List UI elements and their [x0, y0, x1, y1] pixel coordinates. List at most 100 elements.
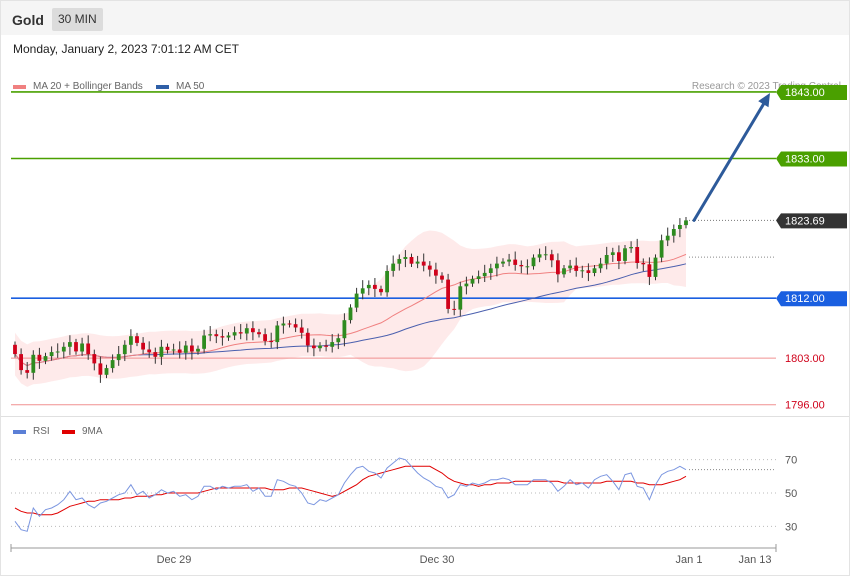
- legend-ma50-label: MA 50: [176, 81, 205, 92]
- candle: [116, 346, 121, 366]
- candle: [232, 326, 237, 341]
- candle: [305, 328, 310, 353]
- candle: [409, 253, 414, 267]
- candle: [220, 329, 225, 346]
- candle: [373, 278, 377, 298]
- legend-ma20: MA 20 + Bollinger Bands: [13, 81, 143, 92]
- candle: [49, 346, 54, 361]
- candle-body: [49, 352, 54, 357]
- candle: [37, 347, 42, 369]
- candle: [318, 342, 322, 352]
- candle: [659, 234, 664, 263]
- candle: [147, 341, 152, 358]
- candle: [537, 248, 542, 263]
- candle-body: [665, 235, 670, 241]
- candle-body: [86, 343, 91, 355]
- candle: [257, 328, 261, 338]
- candle-body: [379, 288, 383, 293]
- candle-body: [586, 270, 591, 273]
- level-tag-2-bg: [776, 291, 847, 307]
- candle-body: [244, 328, 249, 334]
- candle: [196, 345, 200, 355]
- candle-body: [641, 263, 646, 265]
- candle: [336, 333, 341, 350]
- candle: [476, 270, 481, 284]
- candle: [135, 332, 139, 347]
- candle: [171, 343, 176, 355]
- candle-body: [135, 336, 139, 343]
- candle-body: [470, 278, 475, 284]
- candle-body: [318, 345, 322, 349]
- candle-body: [342, 320, 347, 339]
- candle-body: [562, 268, 566, 275]
- candle: [104, 364, 109, 379]
- candle: [165, 343, 170, 354]
- candle-body: [92, 354, 97, 364]
- projection-arrowhead: [758, 92, 770, 108]
- candle-body: [519, 265, 524, 267]
- candle-body: [208, 334, 213, 336]
- candle: [495, 256, 499, 277]
- candle-body: [531, 257, 536, 267]
- candle-body: [598, 263, 603, 269]
- candle-body: [25, 370, 30, 373]
- candle-body: [19, 354, 23, 371]
- candle-body: [604, 255, 609, 264]
- candle: [531, 254, 536, 270]
- candle: [293, 318, 298, 333]
- chart-datetime: Monday, January 2, 2023 7:01:12 AM CET: [13, 42, 239, 56]
- candle-body: [110, 360, 115, 369]
- candle-body: [513, 259, 518, 265]
- candle: [80, 337, 84, 356]
- candle-body: [629, 247, 633, 249]
- candle: [635, 238, 640, 269]
- candle-body: [232, 332, 237, 336]
- candle: [434, 262, 438, 284]
- candle: [208, 326, 213, 342]
- rsi-tick-label: 30: [785, 521, 797, 533]
- candle: [324, 339, 328, 352]
- candle-body: [366, 284, 371, 289]
- timeframe-button[interactable]: 30 MIN: [52, 8, 103, 31]
- rsi-line: [14, 457, 687, 532]
- candle-body: [281, 323, 286, 326]
- candle: [556, 253, 560, 283]
- candle: [342, 313, 347, 347]
- level-tag-3-text: 1803.00: [785, 353, 825, 365]
- candle: [153, 347, 158, 364]
- candle-body: [74, 342, 78, 352]
- candle-body: [183, 345, 188, 353]
- candle: [330, 334, 335, 353]
- legend-9ma-label: 9MA: [82, 426, 103, 437]
- candle-body: [440, 275, 444, 280]
- candle-body: [635, 247, 640, 263]
- candle-body: [488, 268, 493, 273]
- time-tick-label: Dec 29: [157, 554, 192, 566]
- legend-ma20-swatch: [13, 84, 26, 89]
- ma20-line: [14, 253, 687, 367]
- candle: [55, 343, 60, 358]
- candle: [287, 320, 292, 328]
- candle-body: [385, 271, 389, 293]
- candle: [74, 338, 78, 355]
- candle-body: [299, 327, 304, 333]
- candle-body: [580, 270, 585, 272]
- candle-body: [415, 261, 420, 264]
- candle: [226, 332, 231, 341]
- candle: [604, 246, 609, 270]
- candle: [403, 250, 408, 268]
- candle-body: [324, 345, 328, 347]
- chart-header: Gold 30 MIN: [1, 1, 849, 35]
- candle: [446, 273, 450, 314]
- candle-body: [653, 257, 658, 277]
- candle-body: [202, 335, 206, 349]
- candle-body: [592, 268, 597, 273]
- candle-body: [543, 254, 548, 256]
- candle-body: [336, 338, 341, 343]
- candle: [98, 356, 103, 383]
- candle-body: [403, 257, 408, 259]
- candle: [415, 255, 420, 269]
- candle-body: [446, 279, 450, 309]
- candle-body: [409, 257, 414, 264]
- candle-body: [159, 346, 164, 357]
